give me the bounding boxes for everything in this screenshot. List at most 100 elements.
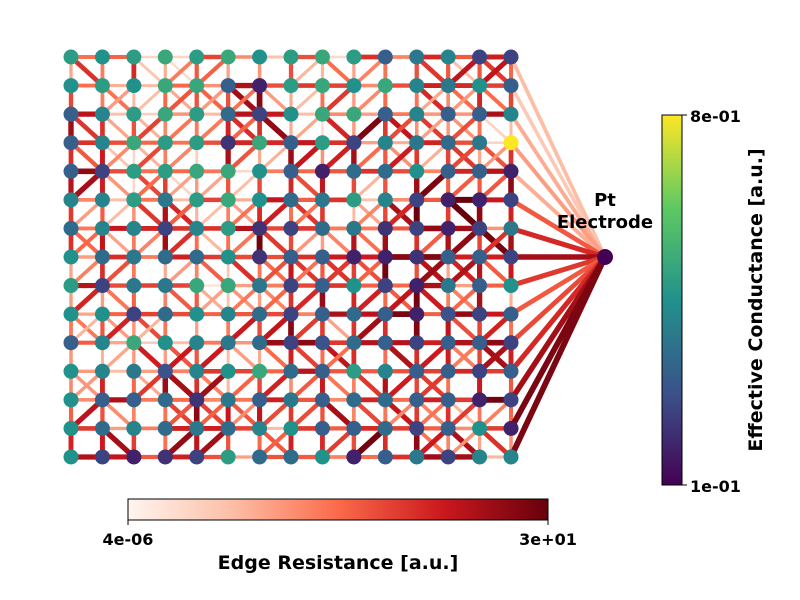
network-node (283, 220, 299, 236)
network-node (377, 392, 393, 408)
network-node (409, 392, 425, 408)
network-node (157, 335, 173, 351)
network-node (314, 249, 330, 265)
network-node (440, 106, 456, 122)
network-node (189, 306, 205, 322)
network-node (94, 420, 110, 436)
network-node (314, 106, 330, 122)
network-node (189, 449, 205, 465)
network-node (346, 49, 362, 65)
electrode-link (509, 113, 607, 259)
electrode-link (509, 56, 607, 258)
network-node (377, 106, 393, 122)
network-node (346, 392, 362, 408)
network-node (346, 106, 362, 122)
network-node (283, 78, 299, 94)
network-node (189, 78, 205, 94)
network-node (220, 363, 236, 379)
network-node (472, 306, 488, 322)
network-node (252, 220, 268, 236)
network-node (126, 192, 142, 208)
network-node (189, 163, 205, 179)
network-node (346, 278, 362, 294)
network-node (377, 278, 393, 294)
network-node (314, 306, 330, 322)
network-node (94, 249, 110, 265)
node-colorbar-title: Effective Conductance [a.u.] (745, 148, 767, 451)
network-node (283, 306, 299, 322)
network-node (503, 449, 519, 465)
network-node (63, 306, 79, 322)
electrode-link (510, 254, 606, 288)
electrode-link (510, 225, 606, 260)
network-node (346, 363, 362, 379)
network-node (94, 335, 110, 351)
network-node (189, 335, 205, 351)
network-node (63, 192, 79, 208)
network-node (440, 306, 456, 322)
network-node (409, 363, 425, 379)
network-node (440, 420, 456, 436)
network-node (503, 363, 519, 379)
electrode-label: Pt Electrode (557, 190, 653, 233)
network-node (440, 49, 456, 65)
network-node (346, 335, 362, 351)
network-node (220, 420, 236, 436)
network-node (157, 49, 173, 65)
network-node (63, 49, 79, 65)
network-node (252, 249, 268, 265)
network-node (377, 249, 393, 265)
network-node (440, 135, 456, 151)
network-node (346, 163, 362, 179)
network-node (220, 335, 236, 351)
network-node (252, 192, 268, 208)
network-node (220, 192, 236, 208)
network-node (94, 363, 110, 379)
network-node (126, 163, 142, 179)
electrode-link (509, 169, 607, 259)
network-node (157, 449, 173, 465)
network-node (409, 278, 425, 294)
network-node (63, 420, 79, 436)
network-node (283, 192, 299, 208)
network-node (472, 106, 488, 122)
network-node (126, 306, 142, 322)
network-node (314, 335, 330, 351)
network-node (63, 163, 79, 179)
network-node (472, 49, 488, 65)
network-node (283, 135, 299, 151)
network-node (472, 135, 488, 151)
electrode-links-layer (508, 56, 608, 459)
network-node (283, 163, 299, 179)
network-node (63, 363, 79, 379)
network-node (503, 392, 519, 408)
network-node (189, 363, 205, 379)
network-node (503, 163, 519, 179)
network-node (63, 78, 79, 94)
network-node (377, 449, 393, 465)
network-node (189, 192, 205, 208)
network-node (157, 306, 173, 322)
network-node (220, 306, 236, 322)
network-node (157, 278, 173, 294)
network-node (283, 278, 299, 294)
network-node (377, 49, 393, 65)
network-node (314, 135, 330, 151)
network-node (252, 278, 268, 294)
network-node (440, 220, 456, 236)
network-node (472, 420, 488, 436)
network-node (472, 163, 488, 179)
network-node (157, 420, 173, 436)
network-node (377, 306, 393, 322)
network-node (94, 163, 110, 179)
network-node (472, 335, 488, 351)
electrode-link (509, 197, 607, 260)
network-node (409, 192, 425, 208)
network-node (503, 220, 519, 236)
network-node (346, 306, 362, 322)
network-node (314, 363, 330, 379)
network-node (314, 392, 330, 408)
network-node (440, 78, 456, 94)
network-node (346, 192, 362, 208)
